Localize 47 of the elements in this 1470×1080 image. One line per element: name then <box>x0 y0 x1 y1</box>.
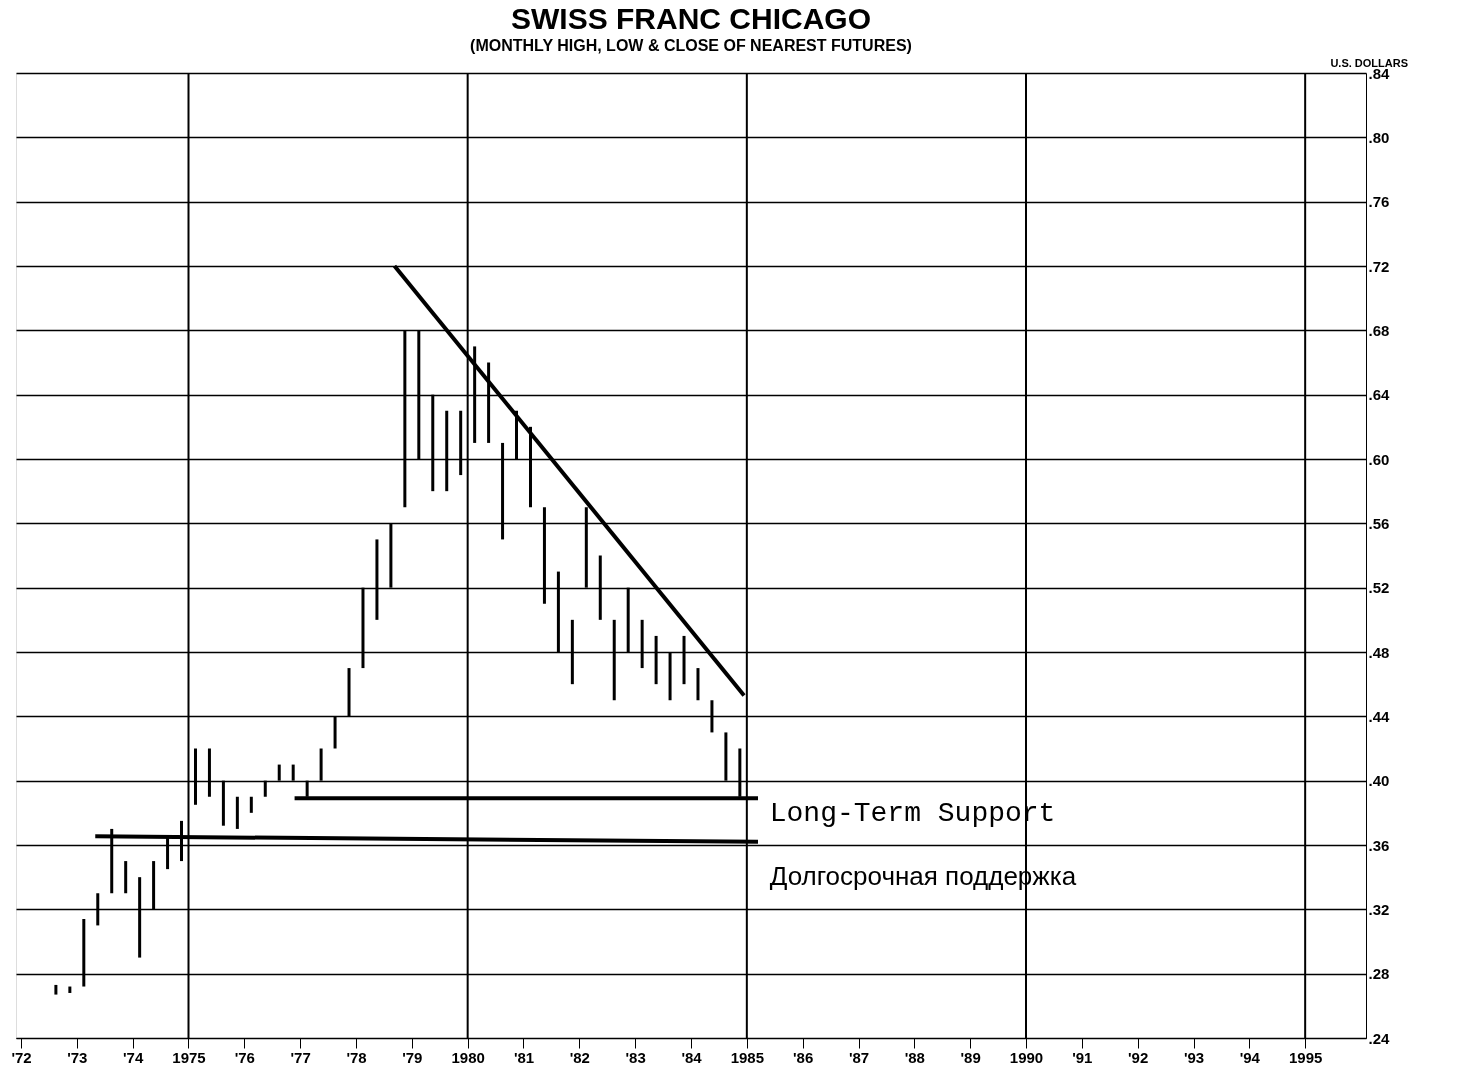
x-tick-label: '79 <box>402 1048 423 1066</box>
x-tick-label: 1985 <box>730 1048 765 1066</box>
x-tick-label: '72 <box>11 1048 32 1066</box>
chart-title: SWISS FRANC CHICAGO <box>511 2 871 35</box>
y-tick-label: .48 <box>1368 643 1390 661</box>
bar <box>124 861 128 894</box>
y-tick-label: .36 <box>1368 836 1390 854</box>
x-tick-label: '78 <box>346 1048 367 1066</box>
y-tick-label: .68 <box>1368 321 1390 339</box>
y-tick-label: .64 <box>1368 386 1391 404</box>
x-tick-label: '92 <box>1128 1048 1149 1066</box>
x-tick-label: '74 <box>123 1048 144 1066</box>
y-tick-label: .52 <box>1368 579 1390 597</box>
chart-subtitle: (MONTHLY HIGH, LOW & CLOSE OF NEAREST FUTURES) <box>470 37 912 54</box>
y-tick-label: .76 <box>1368 193 1390 211</box>
bar <box>235 796 239 829</box>
y-tick-label: .24 <box>1368 1029 1391 1047</box>
x-tick-label: '82 <box>569 1048 590 1066</box>
y-tick-label: .72 <box>1368 257 1390 275</box>
x-tick-label: 1990 <box>1009 1048 1044 1066</box>
x-tick-label: '87 <box>848 1048 870 1066</box>
x-tick-label: '93 <box>1183 1048 1205 1066</box>
y-tick-label: .56 <box>1368 514 1390 532</box>
x-tick-label: '91 <box>1072 1048 1093 1066</box>
x-tick-label: '83 <box>625 1048 646 1066</box>
x-tick-label: '76 <box>234 1048 255 1066</box>
x-tick-label: 1995 <box>1288 1048 1323 1066</box>
y-tick-label: .32 <box>1368 900 1390 918</box>
x-tick-label: '89 <box>960 1048 981 1066</box>
y-tick-label: .80 <box>1368 128 1390 146</box>
bar <box>696 668 700 701</box>
x-tick-label: '81 <box>513 1048 535 1066</box>
x-tick-label: '77 <box>290 1048 311 1066</box>
x-tick-label: 1975 <box>172 1048 206 1066</box>
y-tick-label: .40 <box>1368 772 1390 790</box>
x-tick-label: '88 <box>904 1048 925 1066</box>
y-tick-label: .44 <box>1368 707 1391 725</box>
x-tick-label: '73 <box>67 1048 88 1066</box>
x-tick-label: '84 <box>681 1048 703 1066</box>
y-tick-label: .28 <box>1368 965 1390 983</box>
y-tick-label: .60 <box>1368 450 1390 468</box>
bar <box>249 796 253 813</box>
x-tick-label: '94 <box>1239 1048 1261 1066</box>
bar <box>54 984 58 995</box>
bar <box>68 986 72 993</box>
x-tick-label: '86 <box>793 1048 814 1066</box>
x-tick-label: 1980 <box>451 1048 485 1066</box>
